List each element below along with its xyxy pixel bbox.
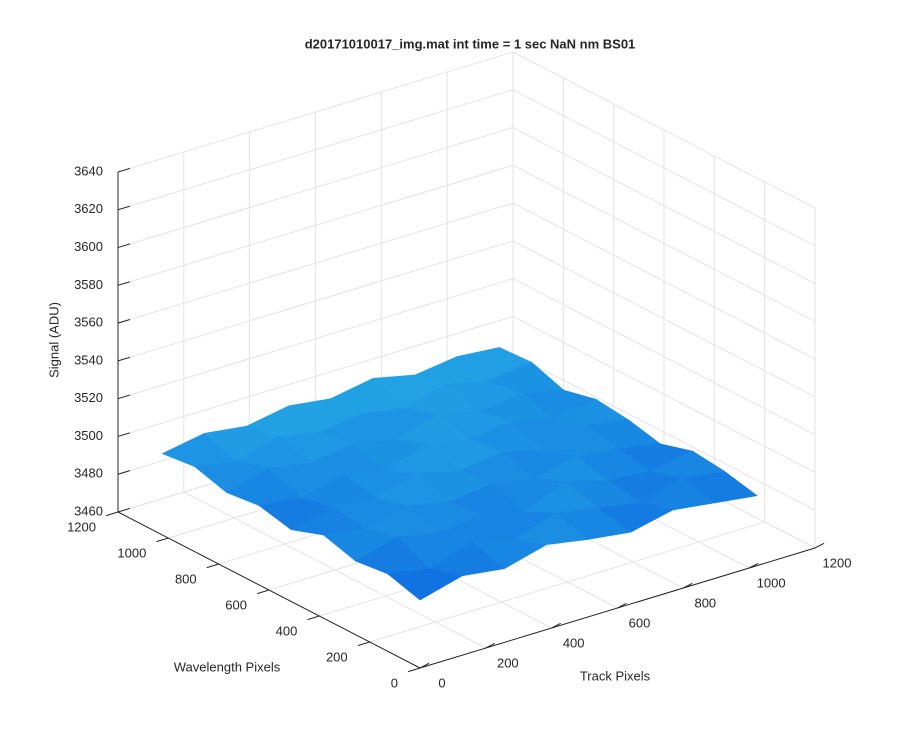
z-tick-label: 3500 bbox=[74, 428, 103, 443]
grid-line bbox=[117, 127, 514, 249]
x-tick-label: 1000 bbox=[757, 575, 786, 590]
z-tick-label: 3480 bbox=[74, 466, 103, 481]
grid-line bbox=[117, 240, 514, 362]
tick-mark bbox=[117, 507, 130, 513]
tick-mark bbox=[117, 281, 130, 286]
x-axis-label: Track Pixels bbox=[580, 668, 651, 683]
y-tick-label: 600 bbox=[225, 597, 247, 612]
tick-mark bbox=[814, 542, 825, 549]
y-axis bbox=[117, 511, 421, 669]
grid-line bbox=[512, 51, 816, 209]
tick-mark bbox=[117, 167, 130, 173]
grid-line bbox=[117, 315, 514, 437]
z-tick-label: 3640 bbox=[74, 163, 103, 178]
z-axis-label: Signal (ADU) bbox=[46, 302, 61, 378]
tick-mark bbox=[156, 537, 169, 543]
grid-line bbox=[512, 202, 816, 360]
tick-mark bbox=[117, 356, 130, 362]
grid-line bbox=[117, 164, 514, 286]
x-tick-label: 1200 bbox=[823, 555, 852, 570]
tick-mark bbox=[117, 394, 130, 400]
axes-layer: 0 200 400 600 800 1000 1200 0 200 400 600 800 1000 12… bbox=[67, 163, 851, 690]
tick-mark bbox=[117, 432, 130, 437]
z-tick-label: 3600 bbox=[74, 239, 103, 254]
z-tick-label: 3580 bbox=[74, 277, 103, 292]
chart-title: d20171010017_img.mat int time = 1 sec Na… bbox=[305, 36, 636, 51]
tick-mark bbox=[307, 615, 320, 621]
tick-mark bbox=[117, 470, 130, 475]
y-axis-label: Wavelength Pixels bbox=[174, 659, 281, 674]
tick-mark bbox=[117, 205, 130, 211]
tick-mark bbox=[257, 589, 270, 595]
tick-mark bbox=[357, 641, 370, 647]
grid-line bbox=[117, 51, 514, 173]
y-tick-label: 0 bbox=[391, 675, 398, 690]
grid-line bbox=[117, 89, 514, 211]
grid-line bbox=[512, 353, 816, 511]
grid-line bbox=[117, 202, 514, 324]
y-tick-label: 400 bbox=[276, 623, 298, 638]
grid-line bbox=[512, 164, 816, 322]
x-tick-label: 200 bbox=[497, 655, 519, 670]
y-tick-label: 1000 bbox=[117, 545, 146, 560]
grid-line bbox=[512, 240, 816, 398]
grid-line bbox=[512, 89, 816, 247]
x-tick-label: 800 bbox=[694, 595, 716, 610]
tick-mark bbox=[408, 667, 421, 673]
x-tick-label: 0 bbox=[438, 675, 445, 690]
x-axis bbox=[419, 547, 816, 669]
grid-line bbox=[369, 521, 765, 643]
z-tick-label: 3620 bbox=[74, 201, 103, 216]
z-tick-label: 3540 bbox=[74, 352, 103, 367]
surface-layer bbox=[161, 347, 758, 601]
tick-mark bbox=[106, 511, 119, 517]
tick-mark bbox=[117, 319, 130, 324]
surface-face bbox=[387, 568, 463, 601]
z-tick-label: 3460 bbox=[74, 503, 103, 518]
grid-line bbox=[512, 278, 816, 436]
tick-mark bbox=[117, 243, 130, 249]
y-tick-label: 1200 bbox=[67, 519, 96, 534]
y-tick-label: 800 bbox=[175, 571, 197, 586]
x-tick-label: 600 bbox=[629, 615, 651, 630]
z-tick-label: 3520 bbox=[74, 390, 103, 405]
y-tick-label: 200 bbox=[326, 649, 348, 664]
tick-mark bbox=[206, 563, 219, 569]
z-tick-label: 3560 bbox=[74, 315, 103, 330]
grid-line bbox=[117, 278, 514, 400]
grid-line bbox=[512, 316, 816, 473]
x-tick-label: 400 bbox=[563, 635, 585, 650]
grid-line bbox=[512, 127, 816, 284]
